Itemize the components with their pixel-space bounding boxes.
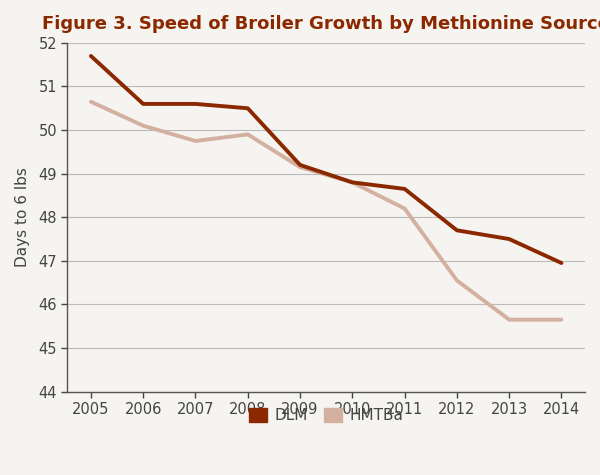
Legend: DLM, HMTBa: DLM, HMTBa <box>243 401 410 429</box>
Y-axis label: Days to 6 lbs: Days to 6 lbs <box>15 167 30 267</box>
Title: Figure 3. Speed of Broiler Growth by Methionine Source: Figure 3. Speed of Broiler Growth by Met… <box>42 15 600 33</box>
